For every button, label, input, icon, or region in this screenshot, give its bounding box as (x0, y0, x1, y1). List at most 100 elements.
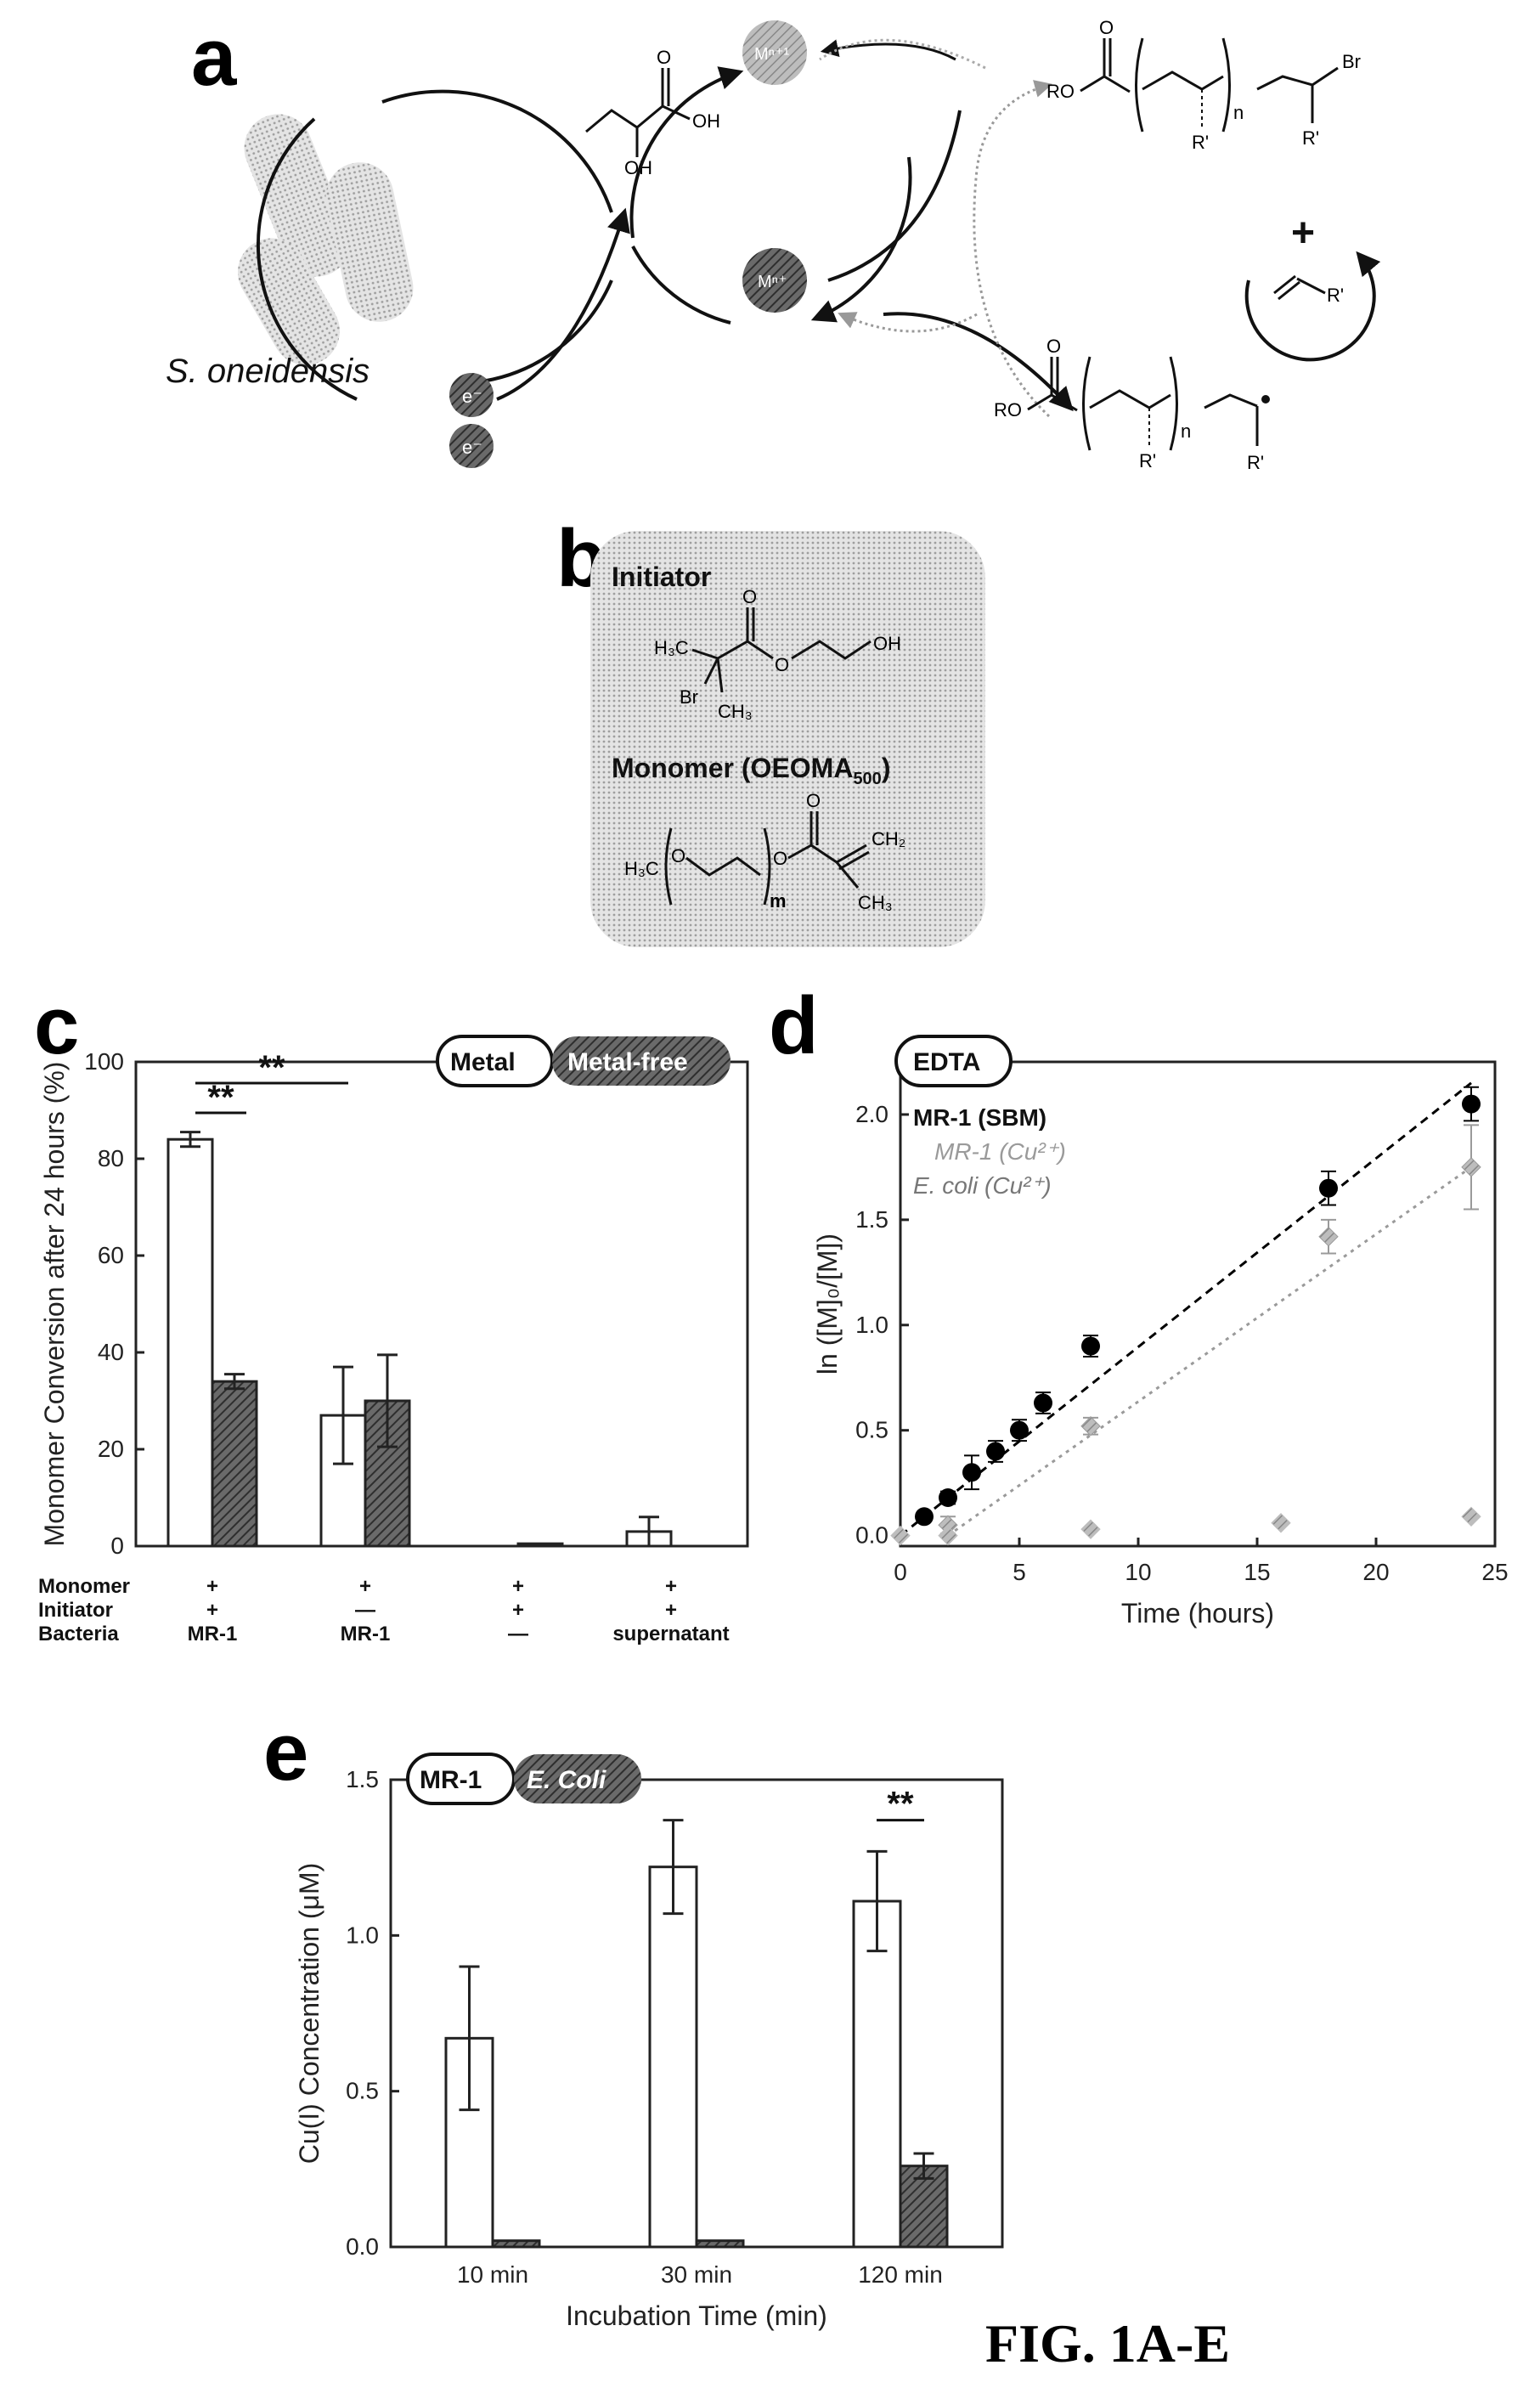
svg-text:O: O (1046, 336, 1061, 357)
y-axis-title: Cu(I) Concentration (μM) (294, 1863, 324, 2165)
condition-monomer: + (206, 1575, 218, 1598)
data-point (1461, 1506, 1481, 1527)
data-point (1080, 1416, 1101, 1437)
svg-text:Metal: Metal (450, 1048, 516, 1076)
bacterium-cell (238, 238, 340, 365)
data-point (1271, 1513, 1291, 1533)
panel-c-letter: c (34, 980, 79, 1071)
condition-monomer: + (359, 1575, 371, 1598)
cycle-arrow-up (629, 66, 744, 239)
y-tick-label: 0.5 (346, 2078, 379, 2104)
y-tick-label: 40 (98, 1339, 124, 1365)
y-tick-label: 1.0 (855, 1312, 888, 1338)
svg-text:O: O (1099, 17, 1114, 38)
y-tick-label: 1.0 (346, 1922, 379, 1948)
panel-a: a S. oneidensis O OH OH e⁻ e⁻ (166, 12, 1381, 473)
svg-text:O: O (657, 47, 671, 68)
svg-text:MR-1: MR-1 (420, 1766, 482, 1794)
y-tick-label: 60 (98, 1242, 124, 1268)
bar (491, 2239, 541, 2249)
svg-text:CH₃: CH₃ (858, 892, 893, 913)
condition-bacteria: supernatant (612, 1623, 729, 1645)
x-tick-label: 10 min (457, 2261, 528, 2288)
panel-c-conditions: Monomer Initiator Bacteria ++MR-1+—MR-1+… (38, 1575, 730, 1645)
condition-row-label: Monomer (38, 1575, 130, 1598)
x-axis-title: Incubation Time (min) (566, 2300, 827, 2331)
condition-initiator: + (512, 1599, 524, 1622)
svg-text:OH: OH (692, 110, 720, 132)
svg-text:R': R' (1247, 452, 1264, 473)
activation-arrow (827, 110, 962, 282)
y-tick-label: 1.5 (855, 1206, 888, 1233)
legend-entry: MR-1 (SBM) (913, 1104, 1046, 1131)
data-point (1462, 1094, 1481, 1114)
svg-text:e⁻: e⁻ (462, 386, 482, 407)
monomer-structure: H₃C O m O O CH₂ CH₃ (624, 790, 905, 913)
y-axis-title: Monomer Conversion after 24 hours (%) (39, 1062, 70, 1547)
plot-frame (899, 1060, 1497, 1548)
svg-text:O: O (671, 845, 685, 866)
initiator-structure: H₃C Br CH₃ O O OH (654, 586, 901, 722)
condition-initiator: + (206, 1599, 218, 1622)
dormant-chain-structure: RO O R' n Br R' (1046, 17, 1361, 153)
significance-mark: ** (258, 1049, 285, 1087)
svg-text:O: O (773, 848, 787, 869)
svg-text:R': R' (1139, 450, 1156, 471)
data-point (986, 1442, 1005, 1461)
chart-e: 0.0 0.5 1.0 1.5 Cu(I) Concentration (μM) Incu… (294, 1766, 1004, 2331)
svg-text:n: n (1233, 102, 1244, 123)
svg-text:Mⁿ⁺¹: Mⁿ⁺¹ (754, 45, 790, 64)
electron-transfer-arrow (496, 207, 630, 401)
metabolism-arc (381, 89, 613, 213)
x-tick-label: 120 min (858, 2261, 943, 2288)
data-point (938, 1525, 958, 1546)
significance-mark: ** (887, 1786, 914, 1823)
legend-entry: E. coli (Cu²⁺) (913, 1172, 1052, 1199)
propagation-arrow (1244, 251, 1381, 362)
x-tick-label: 30 min (661, 2261, 732, 2288)
data-point (915, 1507, 934, 1527)
x-tick-label: 0 (894, 1559, 907, 1585)
condition-bacteria: MR-1 (188, 1623, 238, 1645)
svg-text:Metal-free: Metal-free (567, 1048, 688, 1076)
data-point (1034, 1393, 1052, 1413)
y-tick-label: 2.0 (855, 1101, 888, 1127)
svg-text:n: n (1181, 421, 1191, 442)
svg-text:RO: RO (994, 399, 1022, 421)
legend-entry: MR-1 (Cu²⁺) (934, 1138, 1066, 1165)
condition-initiator: + (665, 1599, 677, 1622)
bacterium-cell (244, 114, 351, 277)
activation-arrow (883, 312, 1074, 412)
condition-initiator: — (355, 1599, 375, 1622)
data-point (939, 1488, 957, 1507)
x-tick-label: 15 (1244, 1559, 1270, 1585)
condition-bacteria: MR-1 (341, 1623, 391, 1645)
panel-d-letter: d (769, 980, 819, 1071)
data-point (962, 1463, 981, 1482)
metal-higher-oxidation (742, 20, 807, 85)
bar (516, 1542, 564, 1548)
svg-text:R': R' (1327, 285, 1344, 306)
significance-mark: ** (207, 1079, 234, 1116)
initiator-title: Initiator (612, 562, 711, 592)
svg-text:Mⁿ⁺: Mⁿ⁺ (758, 273, 787, 291)
y-tick-label: 0.0 (855, 1522, 888, 1549)
svg-text:CH₂: CH₂ (872, 828, 905, 850)
electron-circle (449, 424, 494, 468)
y-tick-label: 0.5 (855, 1417, 888, 1443)
condition-bacteria: — (508, 1623, 528, 1645)
svg-text:m: m (770, 890, 787, 912)
legend-ecoli (514, 1754, 641, 1803)
svg-text:E. Coli: E. Coli (527, 1766, 606, 1794)
lactate-structure: O OH OH (585, 47, 720, 178)
x-tick-label: 20 (1362, 1559, 1389, 1585)
monomer-title: Monomer (OEOMA500) (612, 753, 890, 788)
x-tick-label: 25 (1481, 1559, 1508, 1585)
organism-label: S. oneidensis (166, 353, 369, 390)
svg-text:H₃C: H₃C (624, 858, 659, 879)
panel-e-letter: e (263, 1707, 308, 1798)
cycle-arrow-down (810, 156, 912, 323)
bar (695, 2239, 745, 2249)
fit-line (947, 1166, 1472, 1537)
x-axis-title: Time (hours) (1121, 1598, 1274, 1628)
